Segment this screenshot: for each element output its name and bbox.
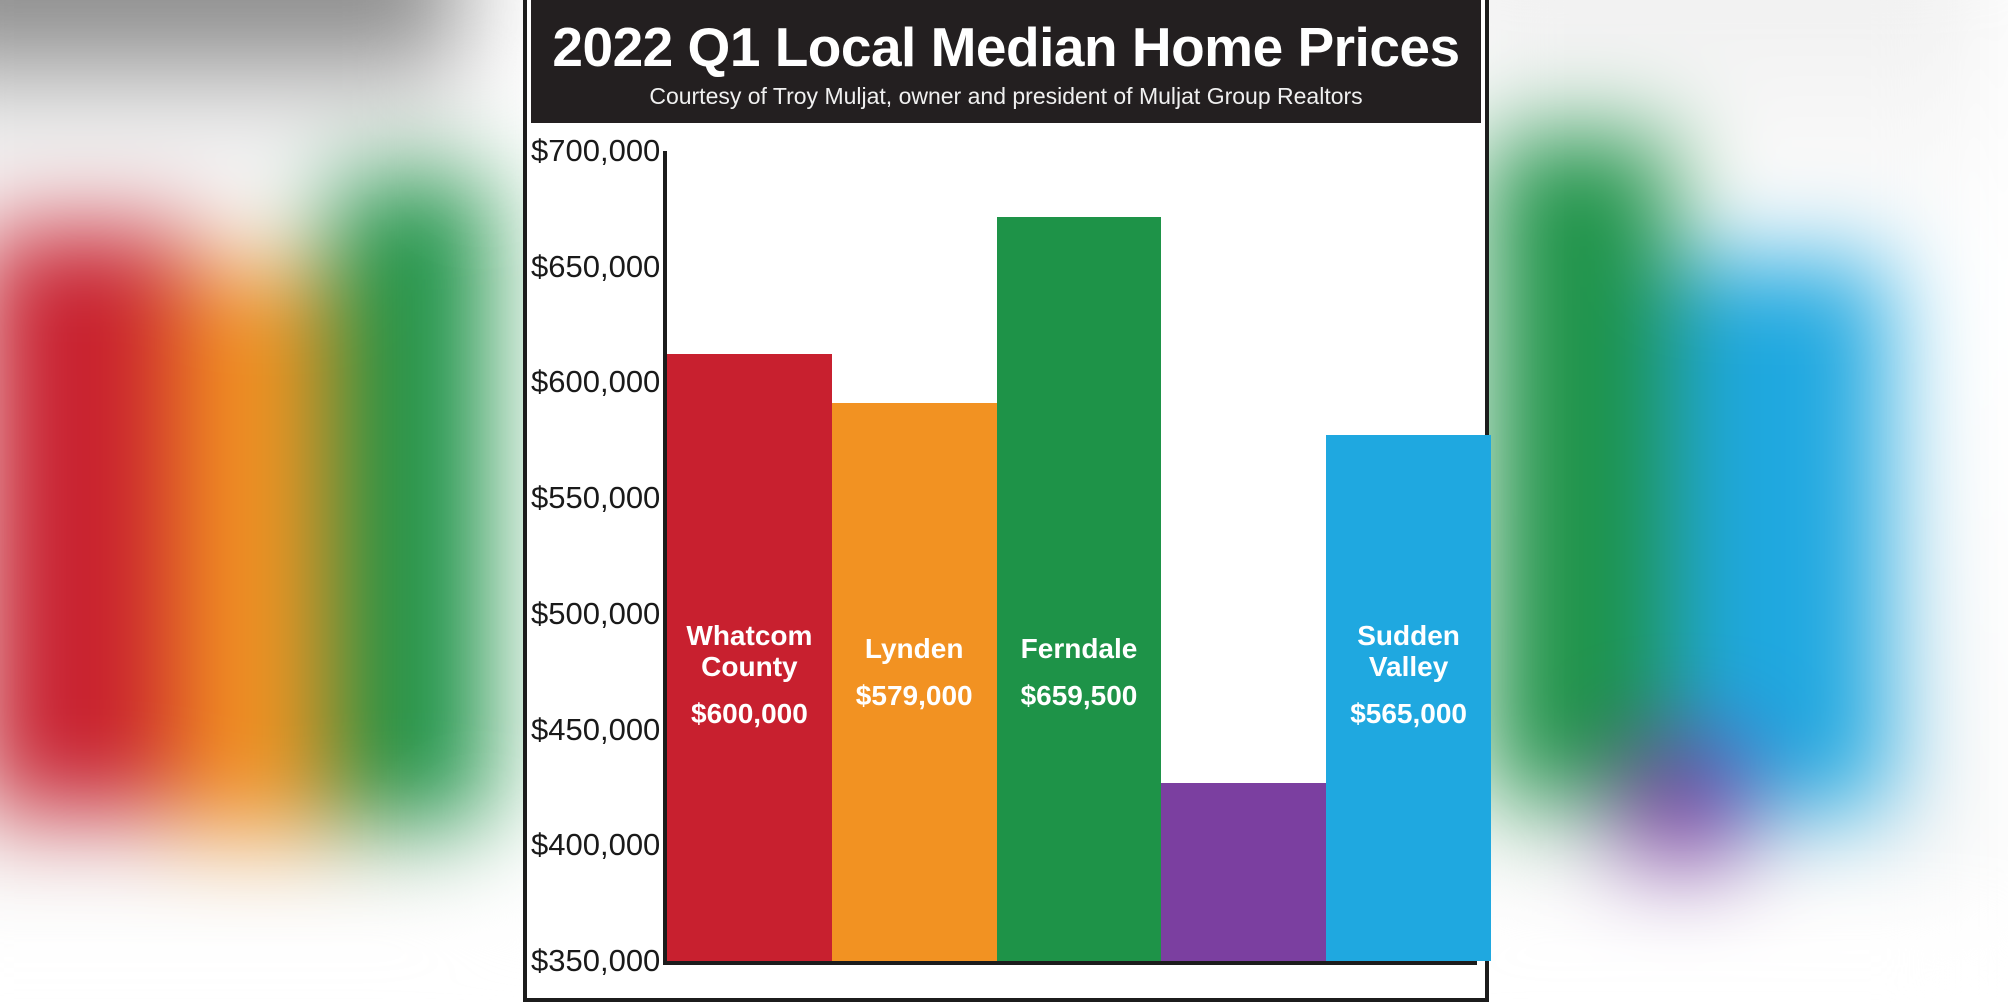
bar-category-label: Whatcom: [686, 620, 813, 651]
chart-header: 2022 Q1 Local Median Home Prices Courtes…: [531, 0, 1481, 123]
bar-value-label: $579,000: [855, 680, 973, 711]
y-axis-tick-label: $600,000: [531, 364, 661, 400]
bar-label-group: Whatcom County $600,000: [667, 620, 832, 729]
bg-shape-red: [0, 229, 189, 812]
plot-area: $700,000 $650,000 $600,000 $550,000 $500,000…: [531, 123, 1491, 989]
bar-whatcom-county[interactable]: Whatcom County $600,000: [667, 354, 832, 961]
bg-shape-green-left: [334, 177, 491, 823]
chart-title: 2022 Q1 Local Median Home Prices: [552, 16, 1460, 78]
y-axis-tick-label: $500,000: [531, 595, 661, 631]
y-axis-tick-label: $550,000: [531, 480, 661, 516]
bar-label-group: Lynden $579,000: [832, 633, 997, 711]
bg-shape-orange: [173, 271, 356, 833]
bar-category-label: County: [701, 651, 798, 682]
bg-shape-green-right: [1488, 135, 1671, 802]
chart-card: 2022 Q1 Local Median Home Prices Courtes…: [523, 0, 1491, 1002]
y-axis-tick-label: $650,000: [531, 248, 661, 284]
y-axis-line: [663, 151, 667, 961]
bar-sudden-valley[interactable]: Sudden Valley $565,000: [1326, 435, 1491, 961]
y-axis-tick-labels: $700,000 $650,000 $600,000 $550,000 $500,000…: [531, 123, 661, 989]
chart-subtitle: Courtesy of Troy Muljat, owner and presi…: [649, 83, 1363, 109]
bar-category-label: Valley: [1368, 651, 1449, 682]
bar-value-label: $565,000: [1350, 698, 1467, 729]
bar-category-label: Lynden: [864, 633, 964, 664]
bg-shape-grey-top: [0, 0, 460, 105]
bar-lynden[interactable]: Lynden $579,000: [831, 403, 997, 961]
y-axis-tick-label: $700,000: [531, 133, 661, 168]
y-axis-tick-label: $350,000: [531, 943, 661, 978]
bar-label-group: Sudden Valley $565,000: [1326, 620, 1491, 729]
bar-label-group: Ferndale $659,500: [997, 633, 1162, 711]
bg-shape-blue: [1670, 260, 1890, 812]
bar-nooksack-valley[interactable]: NooksackValley$415,000: [1161, 782, 1327, 961]
y-axis-tick-label: $450,000: [531, 711, 661, 747]
x-axis-line: [663, 961, 1477, 965]
bar-category-label: Sudden: [1357, 620, 1460, 651]
y-axis-tick-label: $400,000: [531, 827, 661, 863]
bar-value-label: $659,500: [1020, 680, 1138, 711]
bar-category-label: Ferndale: [1020, 633, 1138, 664]
bar-ferndale[interactable]: Ferndale $659,500: [996, 216, 1162, 961]
bg-shape-purple: [1618, 739, 1744, 864]
bar-series: Whatcom County $600,000 Lynden $579,000 Fernd…: [667, 123, 1491, 961]
bar-value-label: $600,000: [691, 698, 808, 729]
